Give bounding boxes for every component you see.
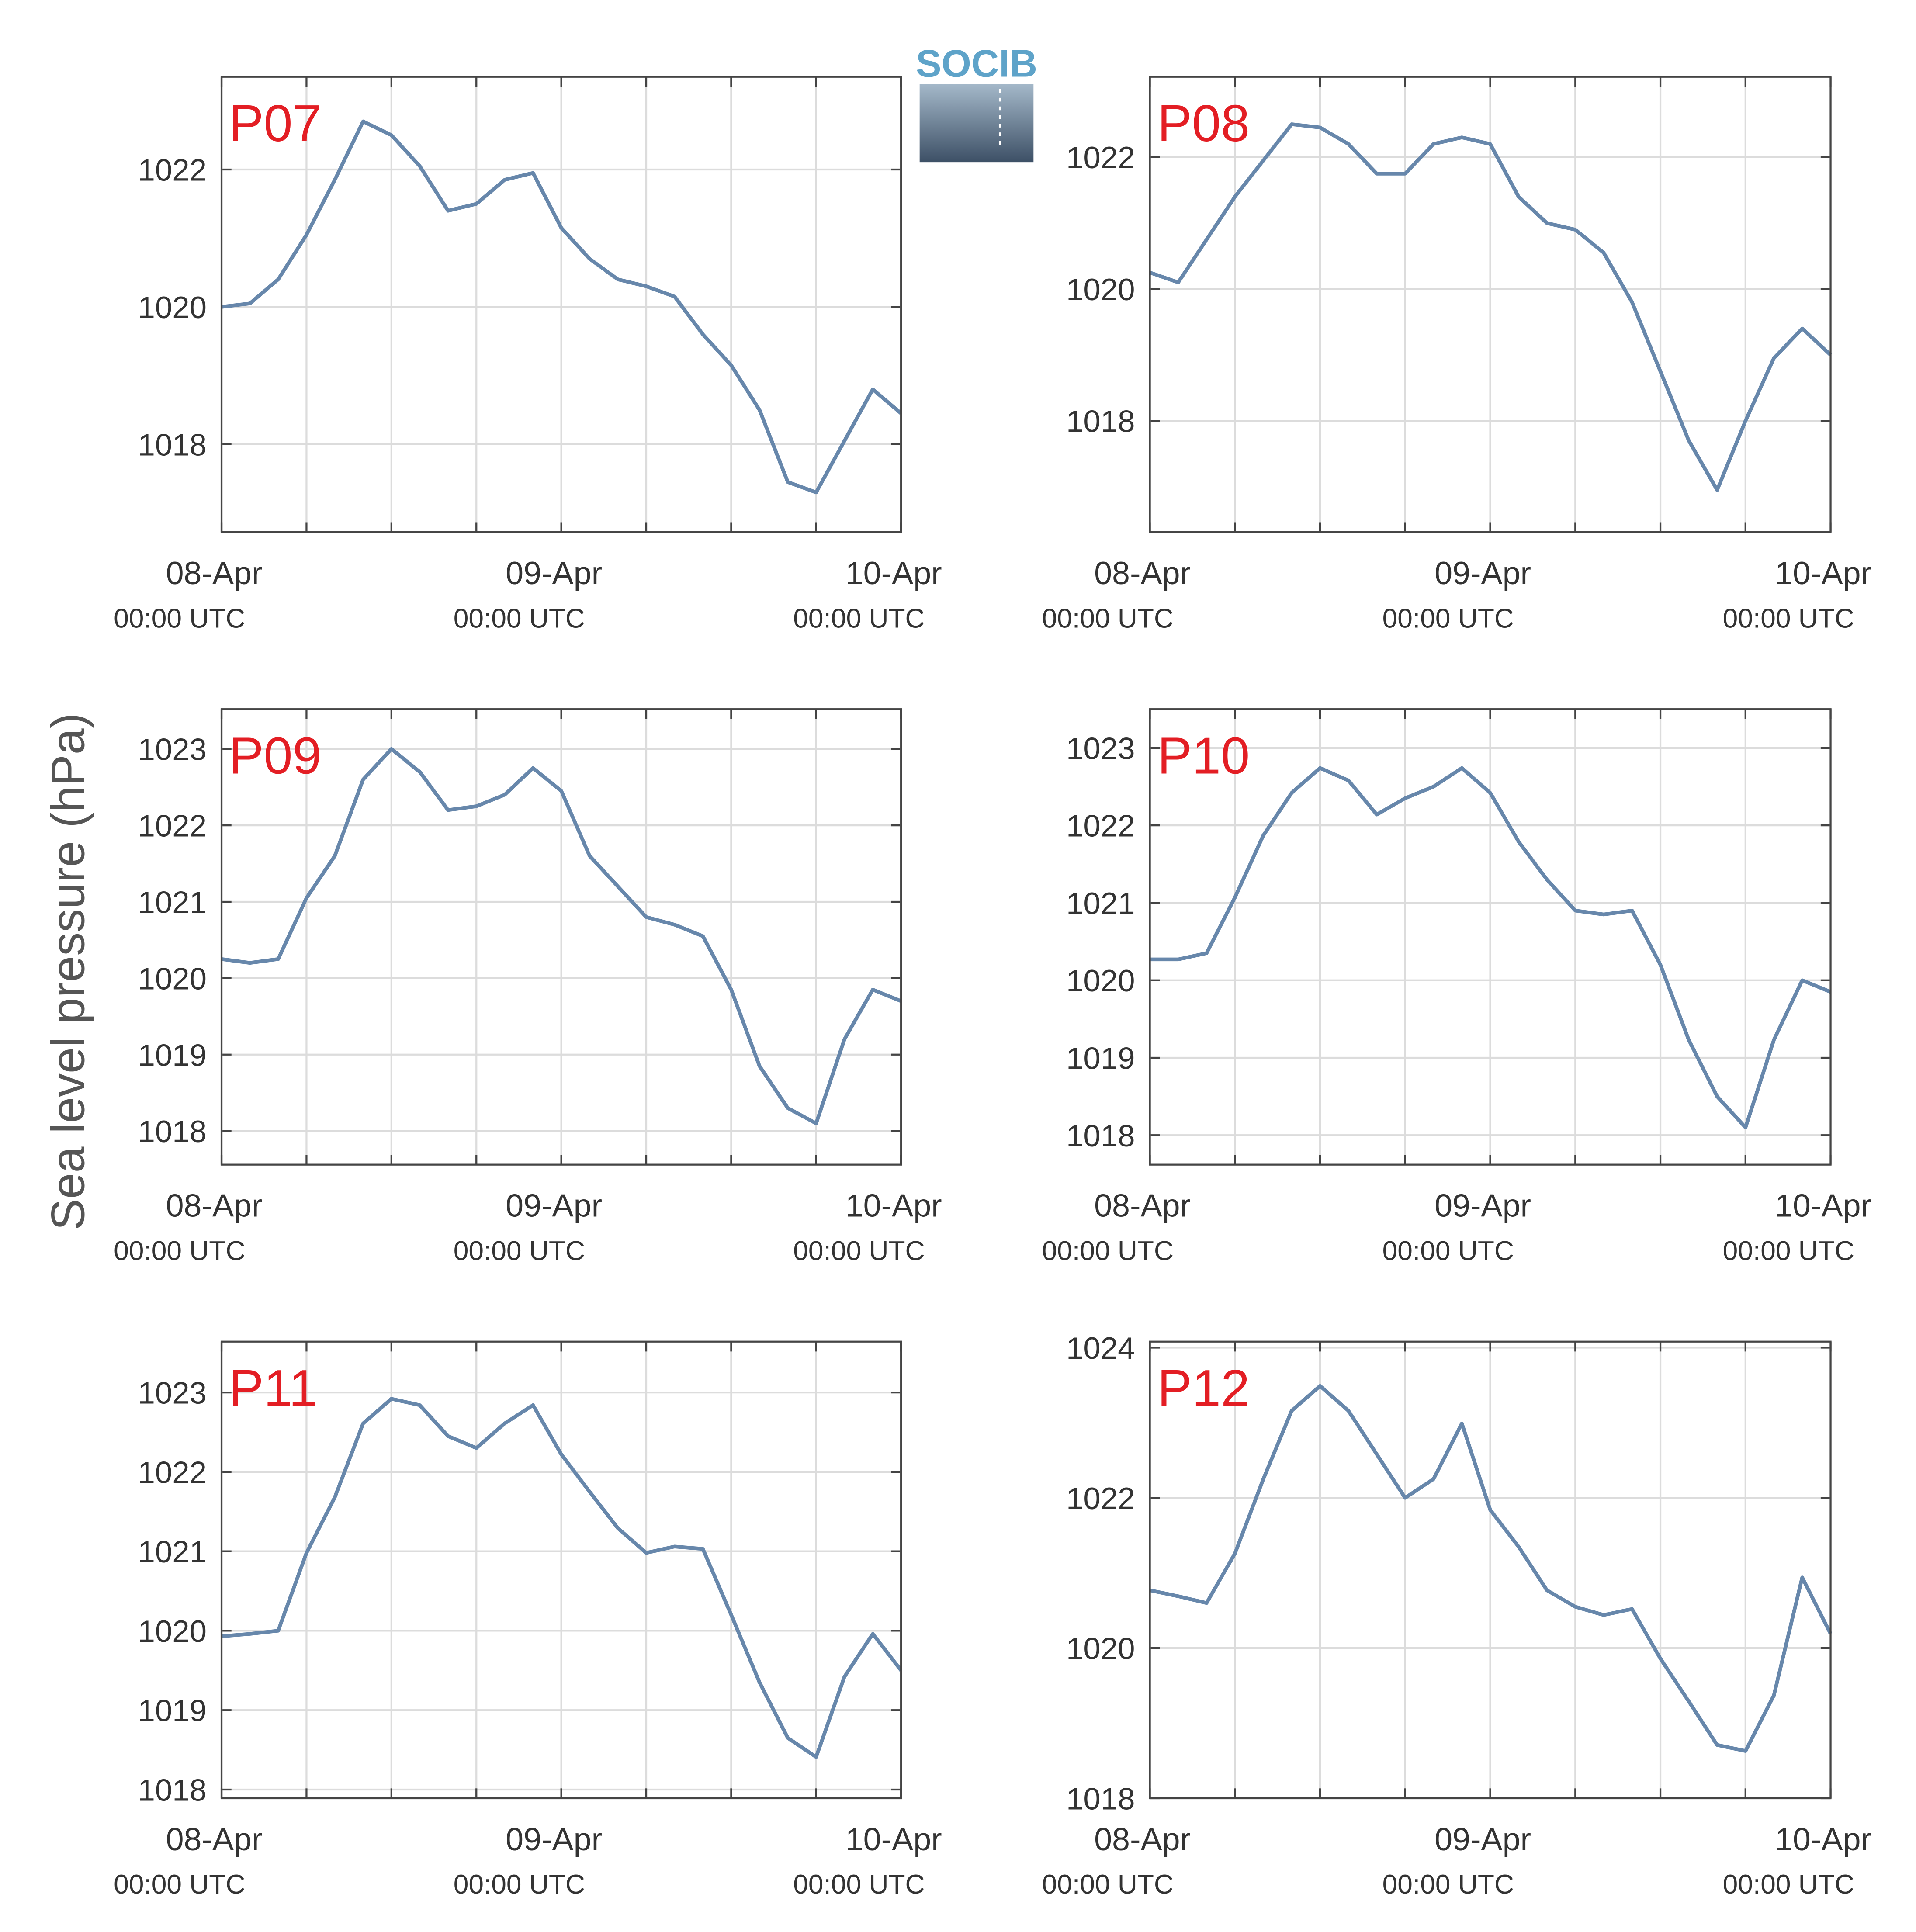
- y-tick-label: 1018: [138, 1773, 207, 1807]
- x-tick-label: 10-Apr: [1775, 1188, 1871, 1224]
- y-tick-label: 1022: [1066, 809, 1135, 844]
- y-tick-label: 1022: [1066, 1482, 1135, 1516]
- x-tick-label: 08-Apr: [1094, 1188, 1191, 1224]
- y-tick-label: 1023: [138, 1376, 207, 1411]
- y-tick-label: 1019: [138, 1038, 207, 1073]
- logo: SOCIB: [916, 42, 1037, 163]
- x-tick-label: 09-Apr: [1434, 1821, 1531, 1857]
- y-tick-label: 1018: [138, 428, 207, 462]
- panel-title: P07: [229, 94, 322, 152]
- panel: 1018 1020 1022 08-Apr 00:00 UTC 09-Apr 00:00 U…: [114, 76, 942, 634]
- panel: 1018 1020 1022 08-Apr 00:00 UTC 09-Apr 00:00 U…: [1042, 76, 1871, 634]
- panel-title: P09: [229, 727, 322, 785]
- x-tick-label: 08-Apr: [166, 555, 263, 591]
- line-series: [221, 747, 902, 1125]
- x-tick-sublabel: 00:00 UTC: [1723, 603, 1854, 634]
- panel-title: P08: [1157, 94, 1250, 152]
- x-tick-label: 10-Apr: [845, 555, 942, 591]
- line-series: [1149, 122, 1832, 492]
- x-tick-sublabel: 00:00 UTC: [1042, 603, 1174, 634]
- x-tick-sublabel: 00:00 UTC: [114, 603, 245, 634]
- x-tick-label: 09-Apr: [506, 1821, 602, 1857]
- plot-frame: [220, 708, 902, 1166]
- x-tick-sublabel: 00:00 UTC: [454, 1236, 585, 1266]
- panel: 1018 1020 1022 1024 08-Apr 00:00 UTC 09-Apr 00:…: [1042, 1331, 1871, 1900]
- x-tick-sublabel: 00:00 UTC: [1042, 1236, 1174, 1266]
- y-tick-label: 1021: [1066, 886, 1135, 921]
- y-tick-label: 1022: [138, 1455, 207, 1490]
- y-tick-label: 1020: [1066, 1632, 1135, 1666]
- x-tick-sublabel: 00:00 UTC: [1723, 1236, 1854, 1266]
- plot-frame: [1149, 1340, 1832, 1800]
- plot-frame: [220, 1340, 902, 1800]
- y-tick-label: 1018: [1066, 1119, 1135, 1153]
- x-tick-sublabel: 00:00 UTC: [1382, 1870, 1514, 1900]
- y-tick-label: 1020: [138, 1614, 207, 1649]
- y-tick-label: 1020: [138, 962, 207, 996]
- x-tick-label: 08-Apr: [1094, 1821, 1191, 1857]
- logo-box: [919, 84, 1034, 163]
- y-tick-label: 1022: [138, 153, 207, 187]
- x-tick-label: 08-Apr: [1094, 555, 1191, 591]
- line-series: [1149, 1384, 1833, 1753]
- y-tick-label: 1020: [1066, 273, 1135, 307]
- y-tick-label: 1024: [1066, 1331, 1135, 1366]
- line-series: [1150, 766, 1832, 1129]
- y-tick-label: 1019: [138, 1694, 207, 1728]
- x-tick-sublabel: 00:00 UTC: [793, 1236, 925, 1266]
- panel-title: P11: [229, 1359, 318, 1417]
- panel: 1018 1019 1020 1021 1022 1023 08-Apr 00:00 UTC 0…: [114, 708, 942, 1266]
- x-tick-label: 09-Apr: [1434, 555, 1531, 591]
- x-tick-sublabel: 00:00 UTC: [1723, 1870, 1854, 1900]
- x-tick-sublabel: 00:00 UTC: [114, 1236, 245, 1266]
- panel: 1018 1019 1020 1021 1022 1023 08-Apr 00:00 UTC 0…: [1042, 708, 1871, 1266]
- y-tick-label: 1018: [1066, 1782, 1135, 1816]
- x-tick-label: 09-Apr: [506, 1188, 602, 1224]
- x-tick-label: 08-Apr: [166, 1188, 263, 1224]
- x-tick-sublabel: 00:00 UTC: [793, 603, 925, 634]
- plot-frame: [1149, 708, 1832, 1166]
- y-tick-label: 1018: [1066, 405, 1135, 439]
- x-tick-label: 08-Apr: [166, 1821, 263, 1857]
- y-axis-label: Sea level pressure (hPa): [42, 713, 94, 1230]
- x-tick-sublabel: 00:00 UTC: [454, 603, 585, 634]
- panel-title: P12: [1157, 1359, 1250, 1417]
- x-tick-sublabel: 00:00 UTC: [793, 1870, 925, 1900]
- plot-frame: [1149, 76, 1832, 533]
- x-tick-label: 10-Apr: [1775, 1821, 1871, 1857]
- y-tick-label: 1020: [138, 291, 207, 325]
- y-tick-label: 1019: [1066, 1041, 1135, 1076]
- y-tick-label: 1020: [1066, 964, 1135, 998]
- x-tick-sublabel: 00:00 UTC: [1382, 603, 1514, 634]
- logo-text: SOCIB: [916, 42, 1037, 85]
- x-tick-label: 09-Apr: [1434, 1188, 1531, 1224]
- x-tick-label: 10-Apr: [845, 1821, 942, 1857]
- x-tick-sublabel: 00:00 UTC: [1042, 1870, 1174, 1900]
- x-tick-label: 10-Apr: [1775, 555, 1871, 591]
- panel: 1018 1019 1020 1021 1022 1023 08-Apr 00:00 UTC 0…: [114, 1340, 942, 1900]
- y-tick-label: 1021: [138, 885, 207, 920]
- y-tick-label: 1022: [1066, 141, 1135, 175]
- y-tick-label: 1018: [138, 1115, 207, 1149]
- x-tick-sublabel: 00:00 UTC: [454, 1870, 585, 1900]
- x-tick-sublabel: 00:00 UTC: [114, 1870, 245, 1900]
- y-tick-label: 1022: [138, 809, 207, 844]
- x-tick-label: 09-Apr: [506, 555, 602, 591]
- panel-title: P10: [1157, 727, 1250, 785]
- y-tick-label: 1023: [1066, 731, 1135, 766]
- line-series: [221, 1397, 903, 1759]
- x-tick-sublabel: 00:00 UTC: [1382, 1236, 1514, 1266]
- x-tick-label: 10-Apr: [845, 1188, 942, 1224]
- y-tick-label: 1021: [138, 1535, 207, 1569]
- plot-frame: [220, 76, 902, 533]
- line-series: [221, 119, 902, 495]
- y-tick-label: 1023: [138, 733, 207, 767]
